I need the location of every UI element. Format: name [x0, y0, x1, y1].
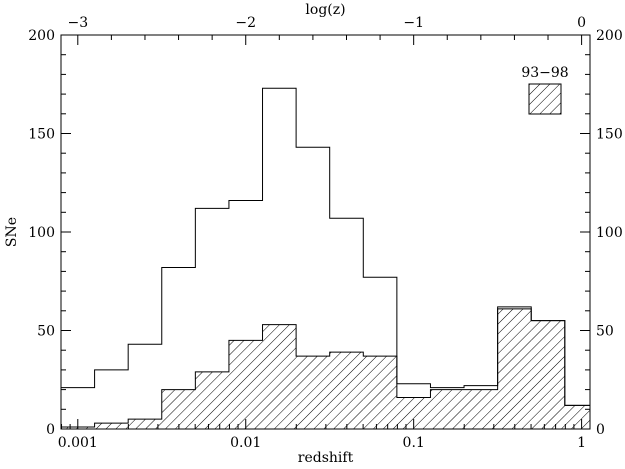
top-tick-label: −1 — [403, 15, 424, 31]
hatched-bar — [195, 371, 229, 429]
hatched-series-outline — [60, 308, 591, 429]
legend: 93−98 — [521, 65, 569, 115]
hatched-bar — [228, 340, 263, 429]
histogram-outlines — [60, 87, 591, 429]
hatched-bar — [363, 356, 397, 429]
y-tick-label-right: 150 — [596, 127, 623, 143]
y-tick-label-right: 200 — [596, 28, 623, 44]
hatched-series-bars — [61, 308, 590, 429]
x-tick-label: 0.001 — [58, 435, 98, 451]
hatched-bar — [430, 389, 465, 429]
total-series-outline — [60, 87, 591, 429]
y-axis-title: SNe — [4, 217, 20, 247]
top-tick-label: −3 — [67, 15, 88, 31]
y-tick-label-right: 0 — [596, 422, 605, 438]
legend-label: 93−98 — [521, 65, 568, 81]
hatched-bar — [464, 389, 498, 429]
hatched-bar — [564, 405, 590, 429]
hatched-bar — [161, 389, 196, 429]
y-tick-label-left: 200 — [28, 28, 55, 44]
top-axis-title: log(z) — [305, 2, 345, 18]
hatched-bar — [128, 419, 162, 429]
top-tick-label: 0 — [577, 15, 586, 31]
hatched-bar — [296, 356, 330, 429]
hatched-bar — [497, 308, 532, 429]
y-tick-label-left: 0 — [46, 422, 55, 438]
hatched-bar — [531, 320, 565, 429]
y-tick-label-left: 50 — [37, 324, 55, 340]
hatched-bar — [329, 352, 364, 429]
x-axis-title: redshift — [298, 450, 354, 466]
x-tick-label: 0.1 — [403, 435, 425, 451]
hatched-bar — [94, 423, 129, 429]
y-tick-label-left: 150 — [28, 127, 55, 143]
axis-ticks — [61, 34, 590, 430]
y-tick-label-right: 100 — [596, 225, 623, 241]
x-tick-label: 0.01 — [230, 435, 261, 451]
y-tick-label-right: 50 — [596, 324, 614, 340]
legend-hatched-swatch — [528, 83, 562, 115]
top-tick-label: −2 — [235, 15, 256, 31]
tick-labels: 0.001 0.01 0.1 1 −3 −2 −1 0 0 0 50 50 100 100 150 150 20… — [28, 15, 622, 451]
plot-frame — [60, 34, 591, 430]
y-tick-label-left: 100 — [28, 225, 55, 241]
x-tick-label: 1 — [577, 435, 586, 451]
hatched-bar — [262, 324, 297, 429]
